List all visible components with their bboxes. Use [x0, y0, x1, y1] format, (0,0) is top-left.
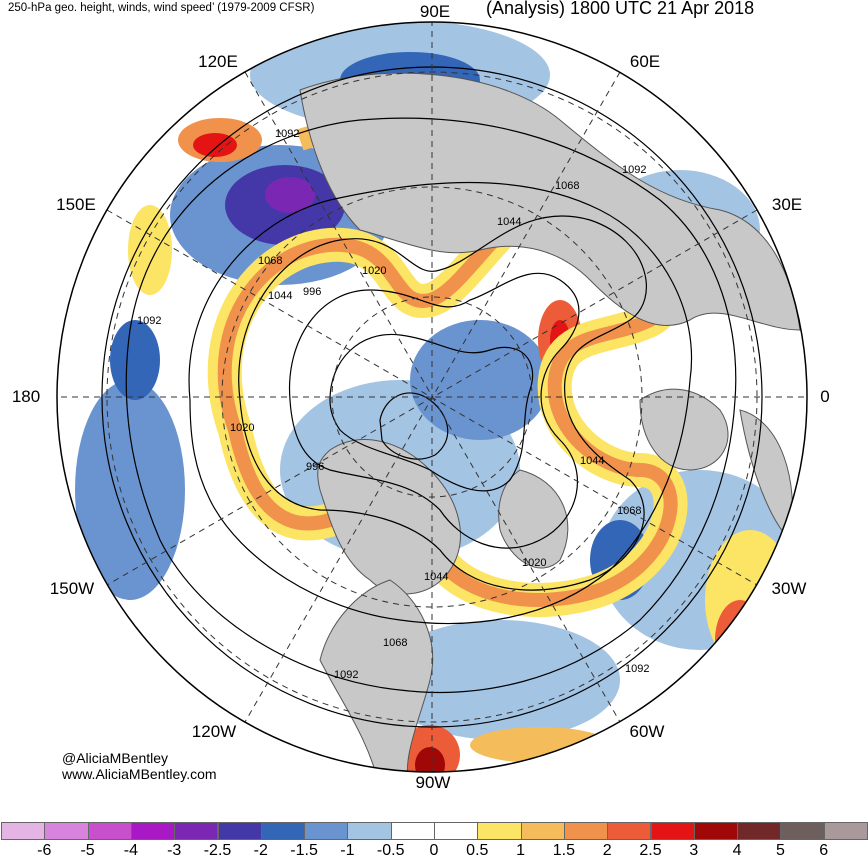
colorbar-swatch: [44, 822, 89, 840]
colorbar-swatch: [434, 822, 479, 840]
contour-label: 1020: [522, 557, 546, 569]
credit-website: www.AliciaMBentley.com: [62, 766, 217, 782]
colorbar-swatch: [737, 822, 782, 840]
colorbar-tick-label: -2.5: [203, 842, 232, 859]
lon-label-30e: 30E: [771, 195, 803, 214]
contour-label: 1092: [137, 315, 161, 327]
colorbar-swatch: [217, 822, 262, 840]
colorbar-tick-label: -6: [37, 842, 52, 859]
contour-label: 1068: [258, 255, 282, 267]
contour-label: 1044: [268, 290, 292, 302]
colorbar-tick-label: -0.5: [376, 842, 405, 859]
colorbar-tick-label: 1.5: [552, 842, 576, 859]
colorbar-swatch: [174, 822, 219, 840]
colorbar-swatch: [87, 822, 132, 840]
contour-label: 1044: [580, 455, 604, 467]
lon-label-120w: 120W: [191, 722, 237, 741]
colorbar-swatch: [563, 822, 609, 840]
colorbar-tick-label: 3: [689, 842, 699, 859]
colorbar-swatch: [1, 822, 46, 840]
colorbar-tick-label: -2: [253, 842, 268, 859]
contour-label: 1092: [334, 669, 358, 681]
polar-stereographic-map: 1092 1068 1092 1044 1068 1020 996 1044 1…: [56, 21, 808, 773]
map-boundary-circle: [56, 21, 808, 773]
contour-label: 1092: [275, 128, 299, 140]
map-disk: [57, 22, 807, 772]
colorbar-tick-label: 0: [429, 842, 439, 859]
lon-label-180: 180: [11, 387, 41, 406]
colorbar-swatch: [780, 822, 825, 840]
contour-label: 1068: [383, 637, 407, 649]
colorbar-tick-label: 2.5: [639, 842, 662, 859]
valid-time-title: (Analysis) 1800 UTC 21 Apr 2018: [486, 0, 755, 18]
contour-label: 996: [306, 461, 324, 473]
contour-label: 1044: [497, 216, 521, 228]
colorbar-tick-label: -1.5: [290, 842, 318, 859]
lon-label-120e: 120E: [198, 52, 238, 71]
colorbar-tick-label: -5: [80, 842, 95, 859]
contour-label: 1092: [625, 663, 649, 675]
colorbar-swatch: [260, 822, 306, 840]
contour-label: 996: [303, 286, 321, 298]
lon-label-90w: 90W: [415, 773, 451, 792]
contour-label: 1044: [424, 571, 448, 583]
graticule: [57, 22, 807, 772]
contour-label: 1092: [622, 164, 646, 176]
colorbar-swatch: [347, 822, 392, 840]
colorbar-tick-label: 0.5: [466, 842, 489, 859]
colorbar-tick-label: -4: [123, 842, 139, 859]
lon-label-60e: 60E: [629, 52, 661, 71]
contour-label: 1020: [362, 265, 386, 277]
lon-label-150e: 150E: [56, 195, 96, 214]
colorbar-swatch: [477, 822, 522, 840]
contour-label: 1068: [617, 505, 641, 517]
colorbar-tick-label: 6: [819, 842, 829, 859]
map-title: 250-hPa geo. height, winds, wind speed’ …: [8, 2, 315, 14]
lon-label-90e: 90E: [419, 2, 451, 21]
contour-label: 1020: [230, 422, 254, 434]
colorbar-swatch: [607, 822, 652, 840]
lon-label-30w: 30W: [771, 579, 807, 598]
colorbar-tick-label: 5: [775, 842, 785, 859]
credit-handle: @AliciaMBentley: [62, 750, 169, 766]
colorbar-tick-label: 1: [516, 842, 526, 859]
continents: [299, 72, 801, 772]
colorbar-swatch: [650, 822, 695, 840]
colorbar-swatch: [693, 822, 739, 840]
colorbar-swatch: [390, 822, 435, 840]
contour-label-group: 1092 1068 1092 1044 1068 1020 996 1044 1…: [137, 128, 649, 681]
contour-label: 1068: [555, 180, 579, 192]
colorbar-swatch: [130, 822, 176, 840]
colorbar-swatch: [823, 822, 868, 840]
lon-label-60w: 60W: [629, 722, 665, 741]
colorbar-swatch: [304, 822, 349, 840]
colorbar-tick-label: -1: [340, 842, 355, 859]
lon-label-0: 0: [820, 387, 830, 406]
colorbar-tick-label: 4: [732, 842, 742, 859]
lon-label-150w: 150W: [49, 579, 95, 598]
colorbar-tick-label: 2: [602, 842, 612, 859]
colorbar-swatch: [520, 822, 565, 840]
colorbar-tick-label: -3: [167, 842, 182, 859]
